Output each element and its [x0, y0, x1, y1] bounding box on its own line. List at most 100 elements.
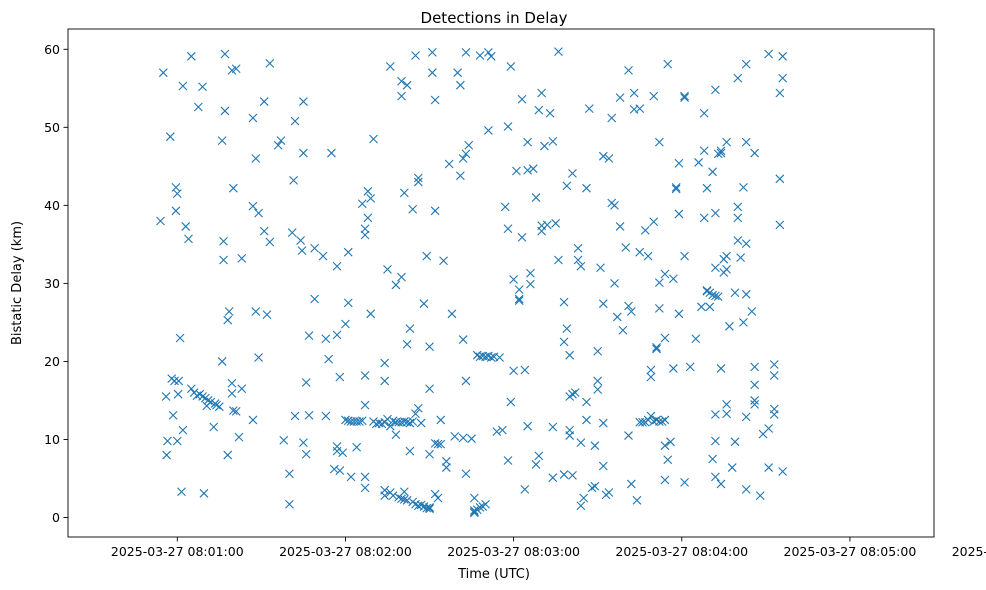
data-point [262, 310, 272, 319]
data-point [582, 397, 591, 407]
data-point [643, 415, 653, 425]
data-point [548, 473, 558, 483]
data-point [528, 164, 538, 174]
data-point [711, 472, 720, 482]
data-point [526, 279, 535, 289]
data-point [388, 416, 398, 426]
data-point [503, 456, 513, 465]
data-point [500, 202, 510, 212]
data-point [290, 411, 300, 421]
data-point [646, 365, 656, 375]
data-point [730, 288, 740, 298]
data-point [198, 82, 207, 92]
data-point [184, 234, 193, 244]
data-point [178, 425, 188, 435]
data-point [711, 263, 720, 273]
data-point [733, 202, 743, 212]
data-point [175, 333, 185, 343]
data-point [416, 418, 426, 428]
data-point [223, 315, 233, 325]
data-point [559, 470, 569, 479]
data-point [711, 291, 720, 301]
data-point [483, 48, 493, 57]
data-point [343, 298, 353, 308]
data-point [498, 425, 507, 435]
data-point [318, 251, 328, 261]
data-point [520, 485, 530, 494]
data-point [163, 436, 172, 446]
data-point [217, 136, 227, 145]
data-point [427, 48, 437, 57]
data-point [711, 85, 720, 95]
data-point [458, 433, 468, 443]
data-point [523, 165, 533, 175]
data-point [660, 333, 670, 343]
data-point [587, 483, 597, 493]
data-point [346, 472, 356, 482]
data-point [534, 105, 544, 115]
data-point [441, 463, 451, 472]
data-point [436, 415, 446, 425]
data-point [551, 218, 561, 228]
data-point [657, 417, 667, 426]
data-point [750, 396, 760, 405]
data-point [604, 154, 614, 163]
data-point [716, 364, 726, 373]
data-point [199, 488, 209, 498]
y-tick-label: 60 [44, 42, 60, 57]
data-point [248, 113, 258, 123]
data-point [755, 491, 765, 501]
data-point [531, 193, 541, 202]
data-point [321, 334, 331, 344]
data-point [492, 427, 502, 437]
data-point [626, 479, 636, 489]
data-point [593, 376, 603, 386]
data-point [332, 330, 342, 340]
y-tick-label: 40 [44, 198, 60, 213]
data-point [220, 106, 230, 116]
data-point [228, 183, 238, 193]
data-point [509, 275, 519, 284]
data-point [254, 353, 263, 362]
data-point [559, 297, 569, 307]
data-point [397, 494, 406, 504]
data-point [481, 499, 490, 509]
data-point [674, 209, 684, 219]
data-point [439, 256, 448, 266]
data-point [360, 483, 370, 493]
data-point [624, 431, 633, 440]
data-point [660, 415, 670, 425]
data-point [708, 167, 717, 177]
data-point [559, 337, 569, 347]
data-point [360, 230, 370, 240]
data-point [649, 91, 659, 101]
data-point [231, 64, 241, 74]
data-point [570, 388, 580, 398]
x-axis-label: Time (UTC) [457, 567, 530, 582]
data-point [764, 49, 774, 59]
data-point [399, 417, 409, 426]
data-point [304, 410, 314, 420]
data-point [433, 439, 443, 449]
data-point [593, 385, 603, 394]
data-point [338, 448, 348, 458]
data-point [775, 88, 785, 98]
data-point [321, 411, 331, 421]
data-point [224, 307, 234, 316]
data-point [722, 399, 731, 409]
data-point [517, 94, 527, 104]
data-point [741, 289, 751, 299]
x-tick-label: 2025-03-27 08:06:00 [952, 544, 986, 559]
y-tick-label: 30 [44, 276, 60, 291]
data-point [741, 412, 751, 422]
data-point [273, 140, 283, 150]
data-point [674, 309, 684, 319]
data-point [649, 217, 659, 227]
data-point [607, 113, 617, 123]
data-point [425, 449, 434, 459]
data-point [369, 134, 378, 144]
data-point [254, 208, 263, 218]
data-point [646, 372, 656, 382]
data-point [663, 59, 673, 69]
data-point [615, 222, 625, 231]
